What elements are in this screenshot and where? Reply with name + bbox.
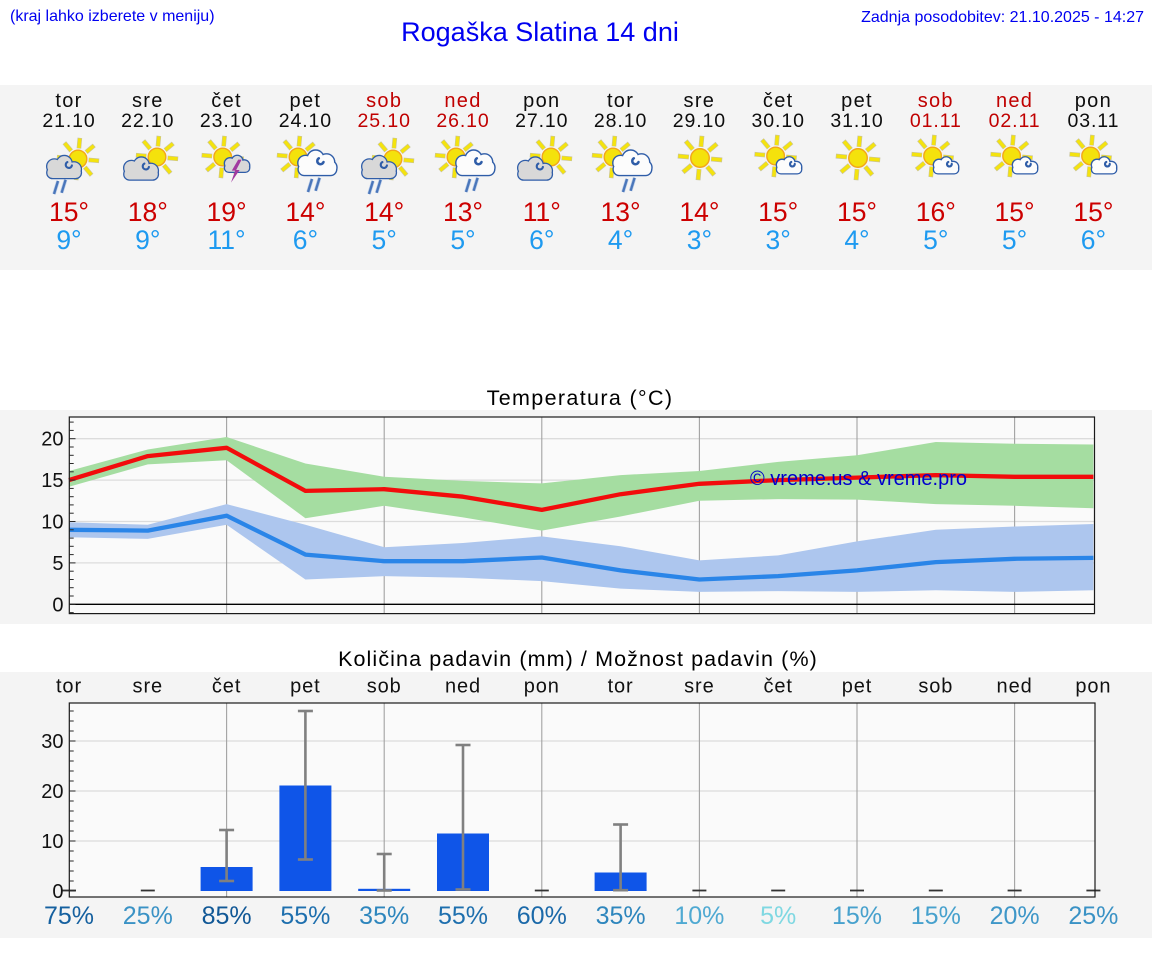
svg-text:pon: pon <box>524 676 560 698</box>
svg-text:sob: sob <box>918 676 953 698</box>
svg-text:20%: 20% <box>990 902 1040 930</box>
svg-text:5%: 5% <box>760 902 796 930</box>
svg-text:10: 10 <box>41 512 63 534</box>
svg-text:ned: ned <box>445 676 481 698</box>
svg-text:pon: pon <box>1075 676 1111 698</box>
svg-text:85%: 85% <box>202 902 252 930</box>
svg-text:čet: čet <box>764 676 793 698</box>
svg-text:ned: ned <box>997 676 1033 698</box>
svg-text:25%: 25% <box>1068 902 1118 930</box>
svg-text:15%: 15% <box>911 902 961 930</box>
svg-text:0: 0 <box>52 881 63 903</box>
svg-text:0: 0 <box>52 594 63 616</box>
svg-text:60%: 60% <box>517 902 567 930</box>
svg-text:sre: sre <box>684 676 714 698</box>
svg-text:55%: 55% <box>438 902 488 930</box>
svg-text:55%: 55% <box>280 902 330 930</box>
svg-text:Temperatura (°C): Temperatura (°C) <box>487 386 674 410</box>
svg-text:pet: pet <box>842 676 873 698</box>
svg-text:25%: 25% <box>123 902 173 930</box>
svg-text:5: 5 <box>52 553 63 575</box>
svg-text:20: 20 <box>41 429 63 451</box>
svg-text:sre: sre <box>133 676 163 698</box>
svg-text:© vreme.us & vreme.pro: © vreme.us & vreme.pro <box>750 468 967 490</box>
svg-text:35%: 35% <box>359 902 409 930</box>
svg-text:75%: 75% <box>44 902 94 930</box>
svg-text:10%: 10% <box>674 902 724 930</box>
svg-text:pet: pet <box>290 676 321 698</box>
svg-text:čet: čet <box>212 676 241 698</box>
svg-text:15%: 15% <box>832 902 882 930</box>
svg-text:15: 15 <box>41 470 63 492</box>
svg-text:sob: sob <box>367 676 402 698</box>
svg-text:10: 10 <box>41 831 63 853</box>
svg-text:tor: tor <box>608 676 634 698</box>
svg-text:tor: tor <box>56 676 82 698</box>
svg-text:35%: 35% <box>596 902 646 930</box>
svg-text:Količina padavin (mm) / Možnos: Količina padavin (mm) / Možnost padavin … <box>338 647 818 671</box>
svg-text:20: 20 <box>41 781 63 803</box>
svg-text:30: 30 <box>41 731 63 753</box>
